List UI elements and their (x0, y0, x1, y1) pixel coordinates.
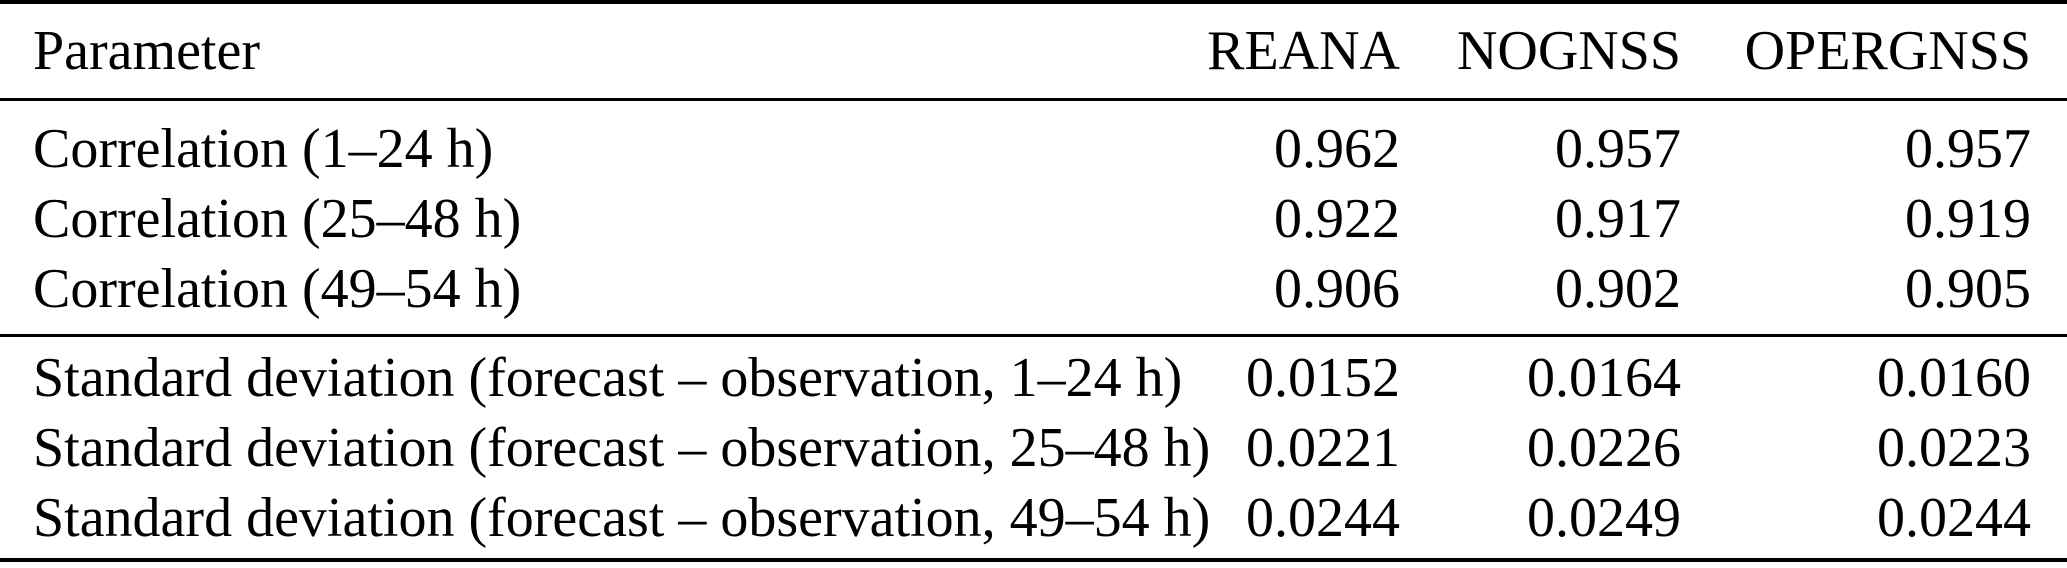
cell-nognss: 0.0164 (1527, 347, 1681, 409)
table-row: Standard deviation (forecast – observati… (0, 336, 2067, 414)
column-header-parameter: Parameter (0, 2, 1100, 101)
row-label: Correlation (1–24 h) (33, 118, 494, 180)
row-label: Correlation (25–48 h) (33, 188, 522, 250)
table-row: Standard deviation (forecast – observati… (0, 483, 2067, 560)
cell-reana: 0.0244 (1246, 487, 1400, 549)
cell-reana: 0.922 (1274, 188, 1400, 250)
table-row: Standard deviation (forecast – observati… (0, 413, 2067, 483)
cell-nognss: 0.902 (1400, 254, 1681, 337)
table-row: Correlation (1–24 h) 0.962 0.957 0.957 (0, 100, 2067, 185)
cell-reana: 0.0152 (1246, 347, 1400, 409)
column-header-nognss: NOGNSS (1400, 2, 1681, 101)
row-label: Standard deviation (forecast – observati… (33, 347, 1183, 409)
section-standard-deviation: Standard deviation (forecast – observati… (0, 336, 2067, 561)
header-row: Parameter REANA NOGNSS OPERGNSS (0, 2, 2067, 101)
table-row: Correlation (25–48 h) 0.922 0.917 0.919 (0, 184, 2067, 254)
row-label: Standard deviation (forecast – observati… (33, 487, 1211, 549)
cell-opergnss: 0.957 (1905, 118, 2031, 180)
cell-nognss: 0.957 (1555, 118, 1681, 180)
cell-nognss: 0.917 (1555, 188, 1681, 250)
column-header-reana: REANA (1100, 2, 1400, 101)
table-header: Parameter REANA NOGNSS OPERGNSS (0, 2, 2067, 101)
cell-opergnss: 0.905 (1681, 254, 2067, 337)
column-header-opergnss: OPERGNSS (1681, 2, 2067, 101)
row-label: Correlation (49–54 h) (0, 254, 1100, 337)
cell-nognss: 0.0226 (1527, 417, 1681, 479)
cell-opergnss: 0.0223 (1877, 417, 2031, 479)
cell-reana: 0.962 (1274, 118, 1400, 180)
cell-reana: 0.906 (1100, 254, 1400, 337)
cell-opergnss: 0.0244 (1877, 487, 2031, 549)
section-correlation: Correlation (1–24 h) 0.962 0.957 0.957 C… (0, 100, 2067, 337)
row-label: Standard deviation (forecast – observati… (33, 417, 1211, 479)
cell-nognss: 0.0249 (1527, 487, 1681, 549)
cell-opergnss: 0.0160 (1877, 347, 2031, 409)
cell-opergnss: 0.919 (1905, 188, 2031, 250)
table-row: Correlation (49–54 h) 0.906 0.902 0.905 (0, 254, 2067, 337)
cell-reana: 0.0221 (1246, 417, 1400, 479)
